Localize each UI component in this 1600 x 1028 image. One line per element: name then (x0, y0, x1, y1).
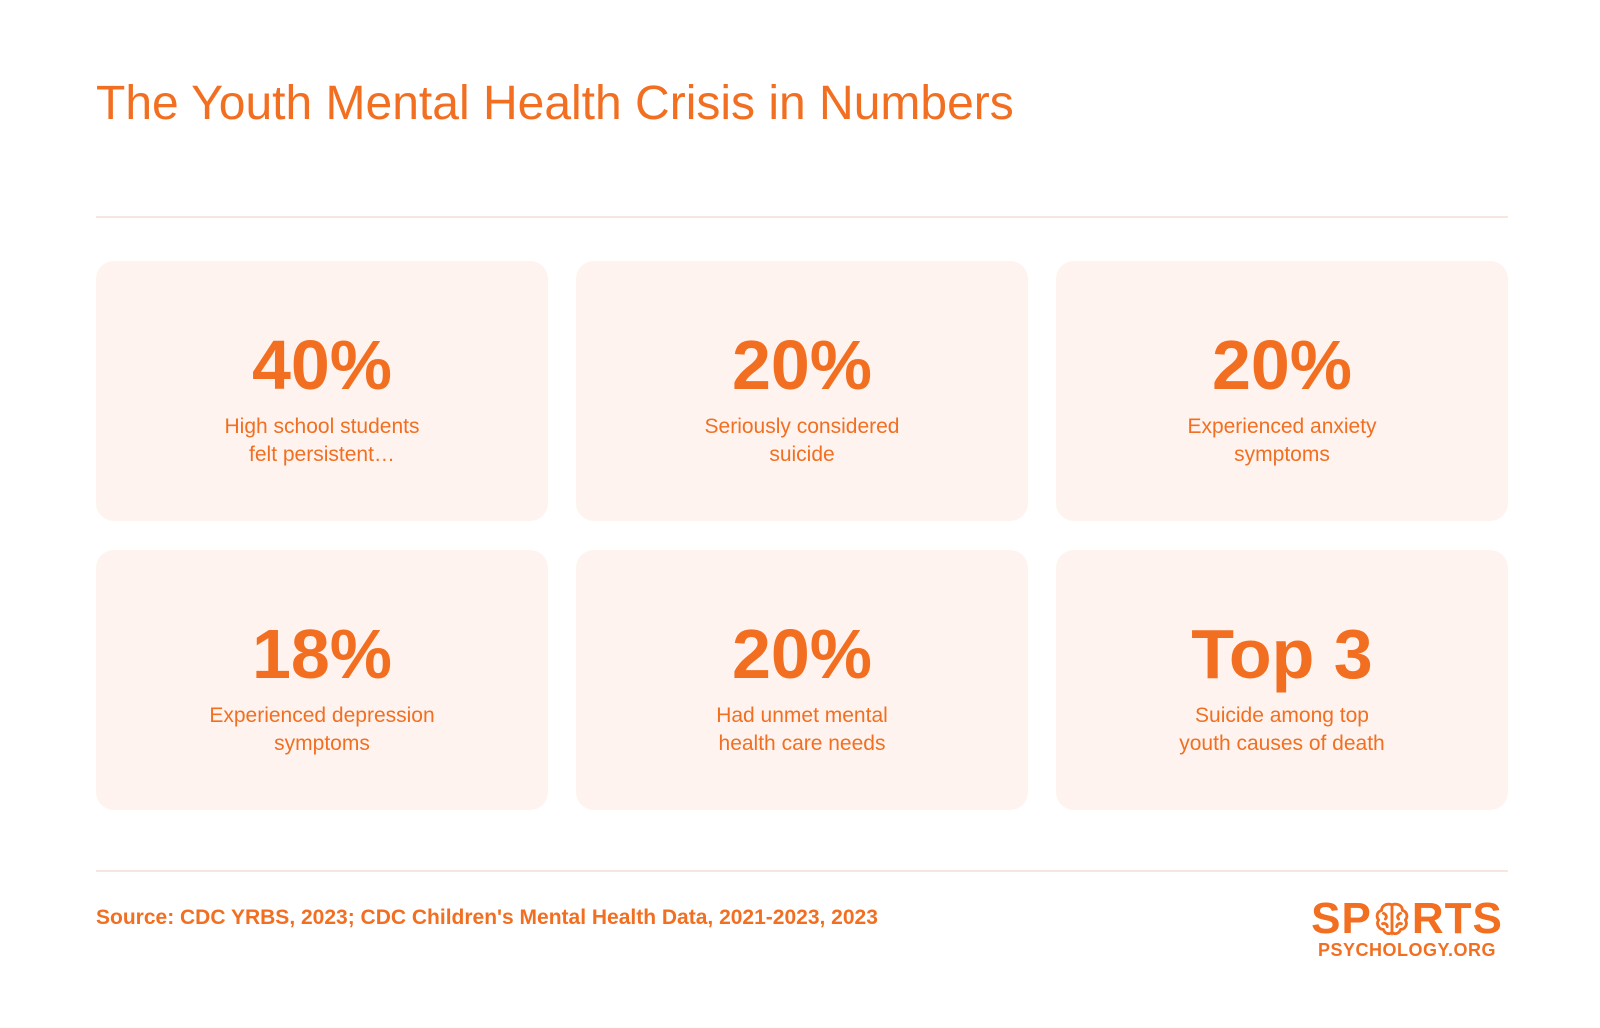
stat-label: High school students felt persistent… (224, 415, 420, 466)
bottom-divider (96, 870, 1508, 872)
stat-value: 20% (731, 326, 873, 404)
stat-card-unmet-needs: 20% Had unmet mental health care needs (576, 550, 1028, 810)
brain-icon (1375, 902, 1409, 937)
stat-card-causes-of-death: Top 3 Suicide among top youth causes of … (1056, 550, 1508, 810)
stat-card-considered-suicide: 20% Seriously considered suicide (576, 261, 1028, 521)
top-divider (96, 216, 1508, 218)
stat-card-depression: 18% Experienced depression symptoms (96, 550, 548, 810)
logo-text-right: RTS (1411, 894, 1503, 943)
stat-label: Suicide among top youth causes of death (1179, 704, 1385, 755)
stats-grid: 40% High school students felt persistent… (96, 261, 1508, 810)
stat-card-anxiety: 20% Experienced anxiety symptoms (1056, 261, 1508, 521)
stat-card-persistent-sadness: 40% High school students felt persistent… (96, 261, 548, 521)
stat-label: Experienced depression symptoms (209, 704, 435, 755)
logo-text-left: SP (1311, 894, 1372, 943)
stat-value: Top 3 (1191, 615, 1373, 693)
stat-value: 20% (1211, 326, 1353, 404)
stat-value: 18% (251, 615, 393, 693)
stat-label: Experienced anxiety symptoms (1187, 415, 1377, 466)
stat-label: Seriously considered suicide (704, 415, 900, 466)
stat-label: Had unmet mental health care needs (716, 704, 888, 755)
stat-value: 40% (251, 326, 393, 404)
brand-logo: SP RTS PSYCHOLOGY.ORG (1306, 896, 1508, 966)
source-citation: Source: CDC YRBS, 2023; CDC Children's M… (96, 906, 878, 929)
logo-subtitle: PSYCHOLOGY.ORG (1317, 940, 1497, 960)
page-title: The Youth Mental Health Crisis in Number… (96, 77, 1014, 130)
stat-value: 20% (731, 615, 873, 693)
logo-wordmark: SP RTS (1306, 896, 1508, 942)
